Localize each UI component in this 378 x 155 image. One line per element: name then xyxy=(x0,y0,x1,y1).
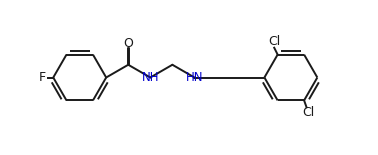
Text: F: F xyxy=(39,71,46,84)
Text: HN: HN xyxy=(186,71,203,84)
Text: NH: NH xyxy=(142,71,159,84)
Text: O: O xyxy=(123,37,133,50)
Text: Cl: Cl xyxy=(268,35,280,48)
Text: Cl: Cl xyxy=(302,106,314,119)
